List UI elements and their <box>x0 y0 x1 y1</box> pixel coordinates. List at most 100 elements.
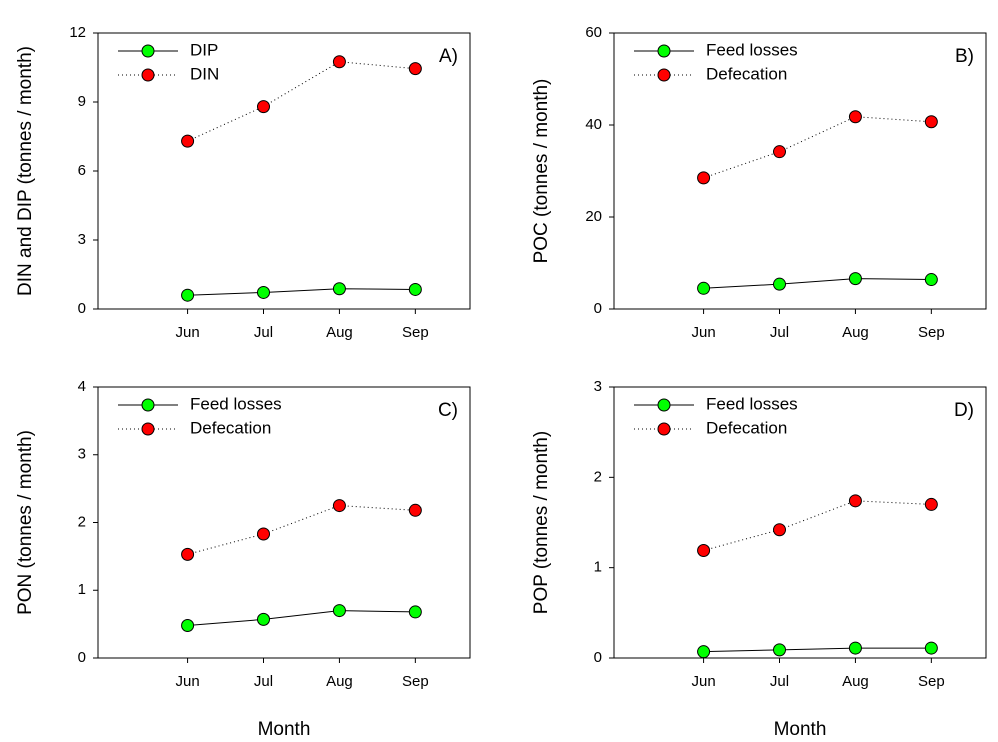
data-point <box>257 612 271 626</box>
x-tick-label: Sep <box>918 673 945 690</box>
data-point <box>332 55 346 69</box>
data-point <box>181 288 195 302</box>
data-point <box>257 100 271 114</box>
data-point <box>848 494 862 508</box>
plot-frame <box>613 386 987 659</box>
data-point <box>773 277 787 291</box>
x-tick-label: Jul <box>770 673 789 690</box>
y-tick-label: 12 <box>69 24 86 41</box>
data-point <box>697 544 711 558</box>
data-point <box>408 282 422 296</box>
data-point <box>332 282 346 296</box>
y-tick-label: 6 <box>78 162 86 179</box>
legend-marker <box>141 44 155 58</box>
y-tick-label: 2 <box>78 513 86 530</box>
y-tick-label: 40 <box>585 116 602 133</box>
legend-marker <box>657 422 671 436</box>
series-line <box>703 116 932 179</box>
data-point <box>773 643 787 657</box>
x-tick-label: Aug <box>326 673 353 690</box>
data-point <box>181 618 195 632</box>
data-point <box>181 547 195 561</box>
y-tick-label: 1 <box>78 581 86 598</box>
y-tick-label: 0 <box>78 300 86 317</box>
y-tick-label: 0 <box>594 649 602 666</box>
y-tick-label: 60 <box>585 24 602 41</box>
series-line <box>703 278 932 289</box>
y-tick-label: 4 <box>78 378 86 395</box>
y-axis-label: POP (tonnes / month) <box>531 431 552 614</box>
data-point <box>773 523 787 537</box>
x-tick-label: Aug <box>842 673 869 690</box>
x-axis-label: Month <box>774 719 827 740</box>
legend-marker <box>141 422 155 436</box>
legend-marker <box>141 68 155 82</box>
y-tick-label: 9 <box>78 93 86 110</box>
data-point <box>181 134 195 148</box>
panel-label: C) <box>438 400 458 421</box>
data-point <box>408 605 422 619</box>
panel-label: B) <box>955 46 974 67</box>
y-tick-label: 0 <box>594 300 602 317</box>
legend-label: DIP <box>190 40 218 59</box>
x-axis-label: Month <box>258 719 311 740</box>
legend-label: Defecation <box>190 418 271 437</box>
data-point <box>924 115 938 129</box>
data-point <box>332 604 346 618</box>
data-point <box>848 272 862 286</box>
x-tick-label: Jul <box>254 324 273 341</box>
data-point <box>408 62 422 76</box>
x-tick-label: Sep <box>402 324 429 341</box>
x-tick-label: Jul <box>770 324 789 341</box>
x-tick-label: Aug <box>326 324 353 341</box>
data-point <box>773 145 787 159</box>
x-tick-label: Jun <box>175 324 199 341</box>
data-point <box>332 499 346 513</box>
legend-marker <box>657 398 671 412</box>
legend-label: Defecation <box>706 418 787 437</box>
data-point <box>848 641 862 655</box>
y-tick-label: 3 <box>78 231 86 248</box>
legend-marker <box>657 44 671 58</box>
y-tick-label: 20 <box>585 208 602 225</box>
x-tick-label: Sep <box>402 673 429 690</box>
series-line <box>703 500 932 551</box>
x-tick-label: Jul <box>254 673 273 690</box>
x-tick-label: Aug <box>842 324 869 341</box>
series-line <box>187 61 416 142</box>
y-tick-label: 2 <box>594 468 602 485</box>
legend-marker <box>141 398 155 412</box>
y-tick-label: 1 <box>594 559 602 576</box>
x-tick-label: Jun <box>691 673 715 690</box>
y-axis-label: PON (tonnes / month) <box>15 430 36 615</box>
x-tick-label: Jun <box>691 324 715 341</box>
panel-label: D) <box>954 400 974 421</box>
legend-label: Feed losses <box>706 394 798 413</box>
legend-label: Defecation <box>706 64 787 83</box>
y-tick-label: 0 <box>78 649 86 666</box>
data-point <box>924 641 938 655</box>
data-point <box>924 273 938 287</box>
data-point <box>924 497 938 511</box>
series-line <box>187 505 416 555</box>
data-point <box>257 285 271 299</box>
data-point <box>697 645 711 659</box>
y-axis-label: POC (tonnes / month) <box>531 79 552 264</box>
data-point <box>848 110 862 124</box>
y-axis-label: DIN and DIP (tonnes / month) <box>15 46 36 296</box>
x-tick-label: Sep <box>918 324 945 341</box>
x-tick-label: Jun <box>175 673 199 690</box>
legend-marker <box>657 68 671 82</box>
panel-label: A) <box>439 46 458 67</box>
y-tick-label: 3 <box>78 446 86 463</box>
series-line <box>187 610 416 626</box>
series-line <box>703 647 932 653</box>
data-point <box>408 503 422 517</box>
data-point <box>697 281 711 295</box>
legend-label: DIN <box>190 64 219 83</box>
series-line <box>187 288 416 296</box>
data-point <box>257 527 271 541</box>
legend-label: Feed losses <box>190 394 282 413</box>
plot-frame <box>613 32 987 310</box>
